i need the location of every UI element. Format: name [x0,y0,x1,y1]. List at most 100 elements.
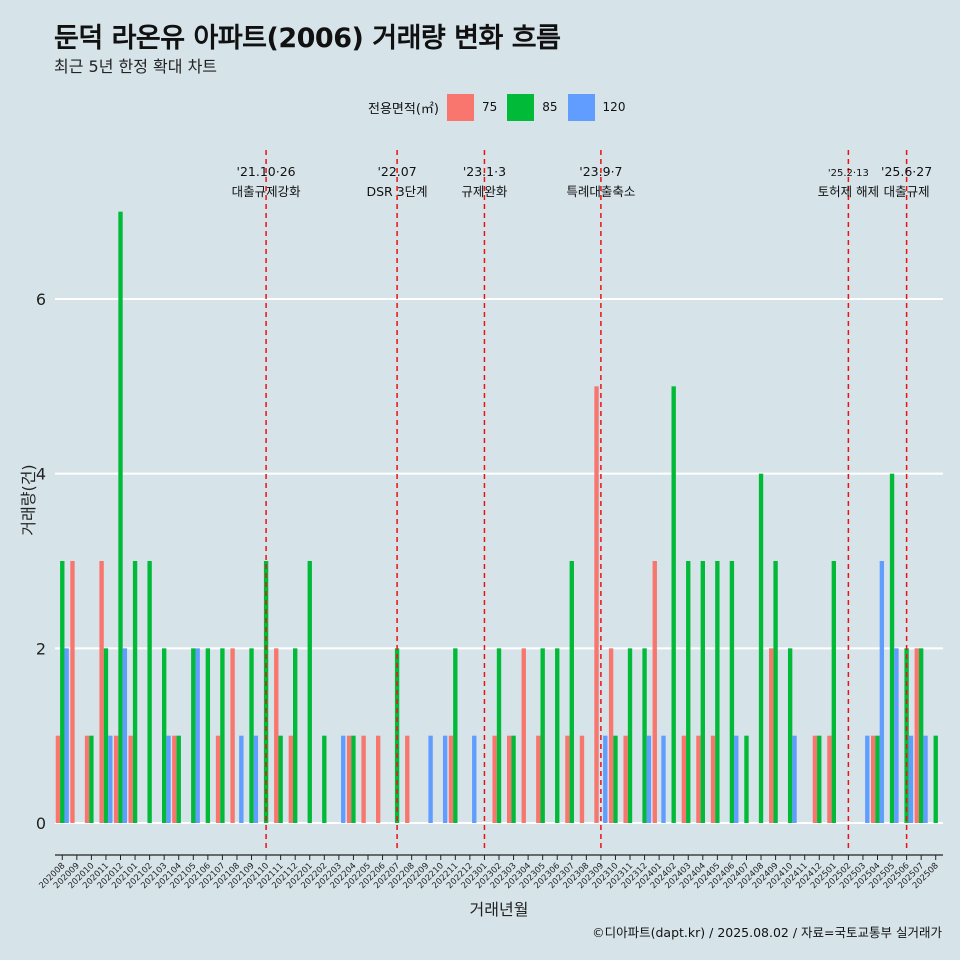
bar-75-202304 [521,648,526,823]
bar-75-202111 [274,648,279,823]
bar-85-202303 [511,735,516,823]
y-tick-label-0: 0 [36,814,46,833]
bar-85-202012 [118,211,123,823]
legend-item-85: 85 [507,93,558,121]
annotation-label-202207: DSR 3단계 [367,184,428,199]
y-tick-label-4: 4 [36,465,46,484]
bar-85-202201 [307,561,312,823]
bar-85-202405 [715,561,720,823]
chart-caption: ©디아파트(dapt.kr) / 2025.08.02 / 자료=국토교통부 실… [592,925,942,940]
bar-75-202401 [652,561,657,823]
annotation-date-202301: '23.1·3 [463,164,506,179]
bar-85-202505 [889,473,895,823]
bar-85-202412 [817,735,822,823]
legend: 전용면적(㎡) 75 85 120 [368,93,635,121]
bar-85-202307 [569,561,574,823]
bar-120-202406 [734,735,739,823]
bar-85-202101 [132,561,138,823]
bar-75-202009 [70,561,75,823]
bar-85-202402 [671,386,676,823]
bar-85-202103 [161,648,167,823]
bar-85-202102 [147,561,152,823]
bar-85-202211 [453,648,458,823]
bar-75-202403 [681,735,687,823]
bar-85-202410 [787,648,793,823]
y-axis-title: 거래량(건) [19,464,38,535]
bar-85-202403 [686,561,691,823]
annotation-label-202506: 대출규제 [884,184,930,199]
bar-120-202103 [166,735,171,823]
y-tick-label-2: 2 [36,639,46,658]
bar-85-202408 [758,473,764,823]
bar-120-202210 [442,735,448,823]
bar-85-202311 [627,648,633,823]
bar-85-202107 [220,648,225,823]
bar-75-202302 [492,735,497,823]
bar-75-202211 [448,735,454,823]
bar-120-202410 [792,735,797,823]
bar-75-202101 [128,735,133,823]
annotation-date-202207: '22.07 [377,164,416,179]
bar-85-202011 [103,648,109,823]
bar-75-202204 [346,735,352,823]
legend-label-120: 120 [602,100,626,114]
bar-85-202501 [831,561,837,823]
bar-75-202108 [230,648,235,823]
bar-85-202112 [293,648,298,823]
bar-85-202105 [191,648,196,823]
bar-75-202010 [84,735,90,823]
bar-85-202404 [700,561,705,823]
bar-75-202112 [288,735,294,823]
bar-75-202305 [536,735,541,823]
annotation-label-202301: 규제완화 [461,184,508,199]
bar-120-202309 [603,735,608,823]
bar-120-202008 [64,648,69,823]
bar-85-202504 [875,735,880,823]
bar-85-202406 [729,561,735,823]
bar-75-202104 [172,735,177,823]
bar-85-202202 [322,735,327,823]
bar-75-202309 [594,386,599,823]
x-axis-title: 거래년월 [470,900,529,919]
bar-120-202011 [108,735,113,823]
annotation-date-202506: '25.6·27 [881,164,932,179]
bar-85-202305 [540,648,545,823]
bar-85-202109 [249,648,254,823]
bar-85-202302 [496,648,502,823]
bar-120-202312 [646,735,652,823]
bar-75-202405 [710,735,716,823]
bar-75-202307 [565,735,570,823]
bar-75-202308 [579,735,585,823]
bar-75-202205 [361,735,366,823]
bar-85-202312 [642,648,647,823]
bar-120-202505 [894,648,899,823]
legend-title: 전용면적(㎡) [368,101,439,117]
bar-75-202409 [769,648,774,823]
bar-120-202503 [865,735,870,823]
bar-85-202204 [351,735,356,823]
bar-75-202012 [113,735,119,823]
bar-75-202310 [608,648,614,823]
bar-85-202106 [205,648,211,823]
legend-swatch-85 [507,93,535,121]
bar-120-202504 [879,561,885,823]
bar-85-202008 [60,561,65,823]
legend-label-85: 85 [542,100,558,114]
bar-85-202104 [176,735,181,823]
bar-120-202506 [908,735,914,823]
bar-120-202108 [239,735,244,823]
annotation-date-202502: '25.2·13 [828,168,869,179]
bar-85-202407 [744,735,749,823]
bar-85-202508 [933,735,938,823]
bar-75-202404 [696,735,701,823]
bar-75-202303 [507,735,512,823]
bar-120-202209 [428,735,433,823]
bar-75-202208 [405,735,410,823]
bar-120-202105 [195,648,200,823]
chart-title: 둔덕 라온유 아파트(2006) 거래량 변화 흐름 [54,23,561,54]
bar-120-202212 [472,735,477,823]
legend-swatch-120 [567,93,595,121]
bar-120-202401 [661,735,666,823]
bar-120-202109 [253,735,259,823]
